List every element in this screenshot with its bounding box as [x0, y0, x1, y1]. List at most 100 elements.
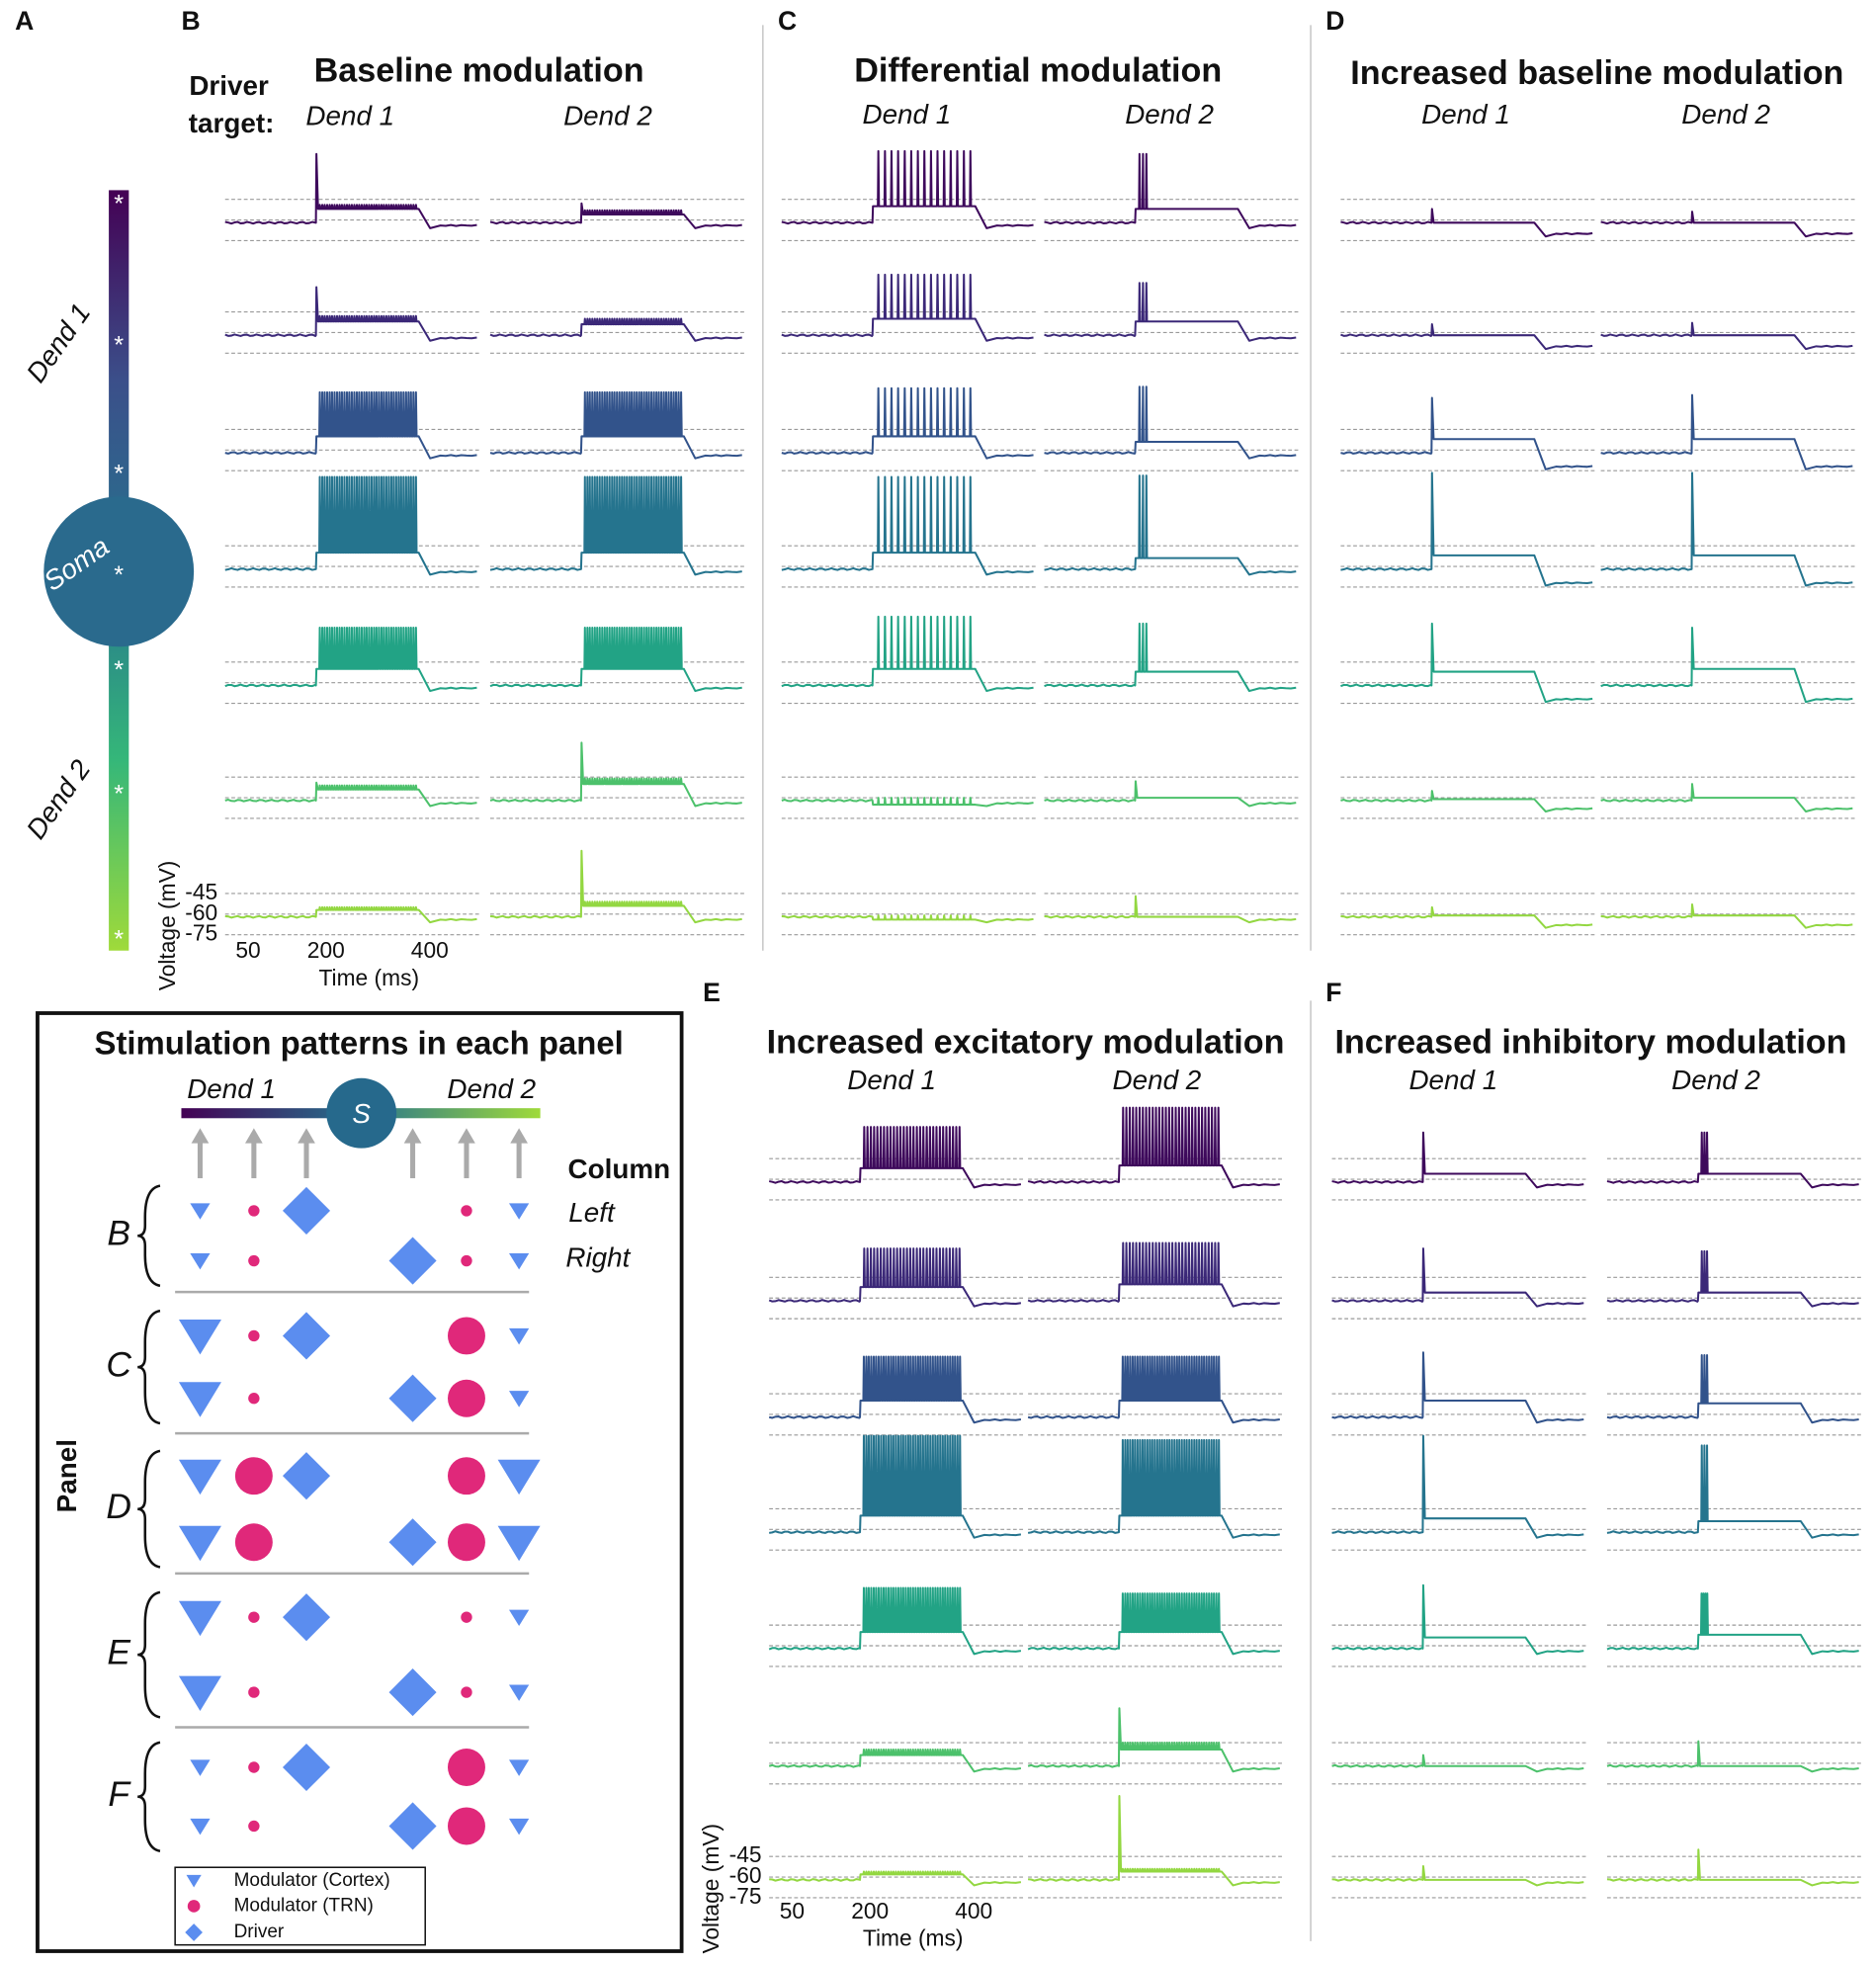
panel-title: Increased baseline modulation: [1350, 54, 1843, 92]
voltage-trace: [1606, 1131, 1859, 1189]
voltage-trace: [1044, 152, 1297, 229]
voltage-trace: [1600, 393, 1853, 470]
cortex-marker: [190, 1203, 211, 1220]
site-marker: *: [114, 190, 124, 217]
driver-marker: [185, 1923, 203, 1941]
column-label: Dend 2: [1113, 1065, 1202, 1095]
y-tick-label: -45: [185, 879, 217, 904]
voltage-trace: [1606, 1444, 1859, 1539]
voltage-trace: [1331, 1351, 1584, 1424]
voltage-trace: [1600, 627, 1853, 704]
trn-marker: [461, 1611, 472, 1623]
voltage-trace: [1331, 1247, 1584, 1308]
cortex-marker: [508, 1203, 530, 1220]
driver-marker: [282, 1743, 331, 1792]
voltage-trace: [489, 317, 742, 342]
legend-label: Modulator (Cortex): [234, 1870, 390, 1891]
panel-row-label: F: [108, 1774, 131, 1814]
panel-row-label: B: [107, 1214, 130, 1253]
column-label: Dend 1: [1408, 1065, 1497, 1095]
cortex-marker: [508, 1252, 530, 1270]
voltage-trace: [1331, 1583, 1584, 1656]
site-marker: *: [114, 331, 124, 359]
cortex-marker: [497, 1459, 541, 1495]
legend-label: Driver: [234, 1922, 285, 1942]
y-tick-label: -60: [185, 899, 217, 925]
voltage-trace: [489, 627, 742, 693]
voltage-trace: [768, 1126, 1022, 1189]
voltage-trace: [1340, 208, 1593, 238]
voltage-trace: [1606, 1354, 1859, 1424]
site-marker: *: [114, 656, 124, 684]
voltage-trace: [1027, 1355, 1280, 1424]
voltage-trace: [1028, 1794, 1280, 1887]
cortex-marker: [178, 1459, 221, 1495]
voltage-trace: [1606, 1740, 1859, 1773]
voltage-trace: [489, 475, 742, 576]
voltage-trace: [1600, 471, 1853, 587]
column-label: Dend 2: [1671, 1065, 1760, 1095]
stimulation-box: [36, 1011, 684, 1953]
column-name: Left: [568, 1197, 616, 1228]
cortex-marker: [190, 1818, 211, 1836]
brace: [137, 1449, 161, 1569]
cortex-marker: [178, 1675, 221, 1712]
x-axis-label: Time (ms): [318, 965, 419, 990]
voltage-trace: [1027, 1106, 1280, 1189]
voltage-trace: [1606, 1592, 1859, 1656]
voltage-trace: [1340, 790, 1593, 813]
trn-marker: [461, 1205, 472, 1217]
voltage-trace: [781, 615, 1034, 693]
y-tick-label: -75: [185, 920, 217, 946]
voltage-trace: [1044, 385, 1297, 460]
stim-dend-label: Dend 2: [447, 1073, 536, 1104]
voltage-trace: [1600, 321, 1853, 351]
trn-marker: [248, 1254, 260, 1267]
cortex-marker: [186, 1874, 202, 1888]
column-name: Right: [565, 1242, 631, 1273]
panel-letter: C: [778, 6, 797, 36]
column-label: Dend 1: [847, 1065, 936, 1095]
trn-marker: [234, 1457, 273, 1495]
driver-marker: [388, 1518, 437, 1567]
voltage-trace: [781, 149, 1034, 229]
driver-marker: [388, 1374, 437, 1422]
voltage-trace: [781, 386, 1034, 460]
y-axis-label: Voltage (mV): [154, 861, 180, 991]
panel-title: Increased inhibitory modulation: [1334, 1024, 1846, 1062]
voltage-trace: [781, 273, 1034, 342]
voltage-trace: [489, 390, 742, 460]
cortex-marker: [508, 1609, 530, 1627]
voltage-trace: [1027, 1241, 1280, 1308]
brace: [137, 1590, 161, 1719]
cortex-marker: [508, 1391, 530, 1408]
arrow-head: [191, 1128, 210, 1144]
voltage-trace: [1600, 783, 1853, 813]
panel-title: Differential modulation: [854, 52, 1222, 90]
cortex-marker: [178, 1600, 221, 1637]
y-tick-label: -45: [729, 1841, 762, 1867]
legend-label: Modulator (TRN): [234, 1895, 374, 1916]
x-axis-label: Time (ms): [863, 1925, 964, 1951]
trn-marker: [447, 1523, 485, 1562]
site-marker: *: [114, 461, 124, 488]
driver-marker: [388, 1802, 437, 1850]
voltage-trace: [769, 1870, 1022, 1887]
voltage-trace: [224, 781, 477, 808]
voltage-trace: [1027, 1438, 1280, 1539]
voltage-trace: [769, 1434, 1022, 1539]
cortex-marker: [190, 1252, 211, 1270]
trn-marker: [248, 1205, 260, 1217]
voltage-trace: [224, 390, 477, 460]
stim-soma: [326, 1077, 397, 1149]
voltage-trace: [1331, 1434, 1584, 1539]
column-label: Dend 1: [1421, 99, 1510, 129]
voltage-trace: [1600, 211, 1853, 238]
driver-marker: [282, 1593, 331, 1642]
x-tick-label: 400: [411, 937, 449, 963]
panel-letter: D: [1325, 6, 1344, 36]
trn-marker: [248, 1393, 260, 1405]
voltage-trace: [1331, 1753, 1584, 1773]
voltage-trace: [1044, 895, 1297, 924]
